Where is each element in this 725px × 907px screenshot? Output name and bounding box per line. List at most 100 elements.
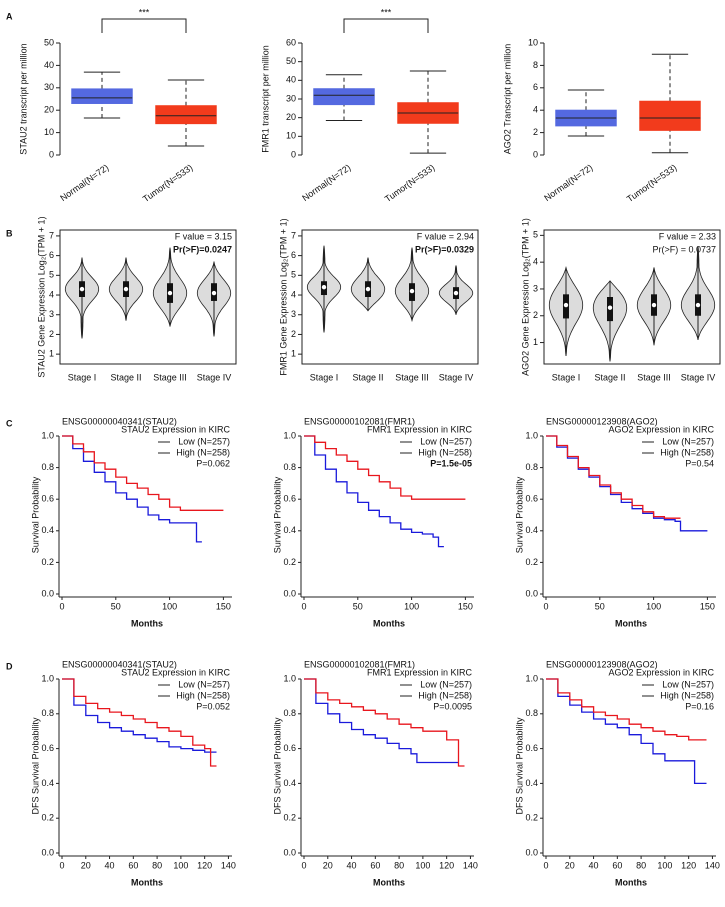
y-tick-label: 20	[286, 112, 296, 122]
y-axis-label: STAU2 Gene Expression Log₂(TPM + 1)	[36, 216, 46, 377]
y-tick-label: 3	[291, 309, 296, 319]
y-tick-label: 0.8	[283, 708, 296, 718]
x-tick-label: Stage II	[594, 372, 625, 382]
legend-label: Low (N=257)	[662, 679, 714, 689]
y-tick-label: 1.0	[525, 673, 538, 683]
x-tick-label: 0	[301, 860, 306, 870]
x-tick-label: Stage III	[395, 372, 429, 382]
y-tick-label: 0.6	[525, 743, 538, 753]
y-tick-label: 0.4	[41, 778, 54, 788]
p-value: P=0.0095	[433, 701, 472, 711]
survival-curve	[546, 678, 707, 741]
legend-label: High (N=258)	[660, 690, 714, 700]
legend-title: AGO2 Expression in KIRC	[608, 667, 714, 677]
y-axis-label: DFS Survival Probability	[30, 717, 40, 815]
y-tick-label: 0.0	[41, 588, 54, 598]
p-value: P=0.062	[196, 458, 230, 468]
p-value: P=0.16	[685, 701, 714, 711]
median	[167, 290, 173, 296]
x-axis-label: Months	[373, 618, 405, 628]
x-tick-label: 60	[128, 860, 138, 870]
y-tick-label: 0.4	[41, 525, 54, 535]
y-tick-label: 0.2	[525, 557, 538, 567]
x-axis-label: Months	[373, 877, 405, 887]
p-value: Pr(>F) = 0.0737	[652, 244, 716, 254]
y-tick-label: 10	[44, 127, 54, 137]
y-tick-label: 0.6	[41, 743, 54, 753]
plot-frame	[301, 229, 479, 365]
y-tick-label: 0	[533, 149, 538, 159]
y-tick-label: 0.0	[41, 847, 54, 857]
y-tick-label: 10	[286, 131, 296, 141]
x-tick-label: Tumor(N=533)	[383, 162, 437, 204]
f-value: F value = 3.15	[175, 231, 232, 241]
legend-title: STAU2 Expression in KIRC	[121, 424, 230, 434]
median	[651, 302, 657, 308]
median	[79, 286, 85, 292]
chart-title: ENSG00000040341(STAU2)	[62, 659, 177, 669]
y-tick-label: 0.8	[525, 462, 538, 472]
y-tick-label: 1.0	[41, 430, 54, 440]
y-tick-label: 0	[291, 149, 296, 159]
x-axis-label: Months	[131, 618, 163, 628]
y-tick-label: 0.6	[283, 494, 296, 504]
y-tick-label: 60	[286, 37, 296, 47]
survival-curve	[304, 435, 444, 548]
legend-label: High (N=258)	[418, 690, 472, 700]
x-tick-label: Stage III	[637, 372, 671, 382]
y-tick-label: 50	[44, 37, 54, 47]
panel-label: D	[6, 661, 13, 671]
chart-title: ENSG00000123908(AGO2)	[546, 416, 658, 426]
survival-curve	[546, 678, 707, 785]
x-tick-label: 100	[415, 860, 430, 870]
y-tick-label: 1	[49, 349, 54, 359]
x-axis-label: Months	[615, 877, 647, 887]
y-tick-label: 3	[49, 309, 54, 319]
panel-label: C	[6, 418, 13, 428]
x-tick-label: Stage I	[68, 372, 97, 382]
x-tick-label: 40	[347, 860, 357, 870]
x-axis-label: Months	[131, 877, 163, 887]
x-tick-label: 100	[173, 860, 188, 870]
box	[313, 88, 375, 106]
y-tick-label: 0.4	[525, 778, 538, 788]
y-tick-label: 0.4	[283, 525, 296, 535]
y-tick-label: 0.6	[525, 494, 538, 504]
x-tick-label: 0	[59, 601, 64, 611]
box	[639, 100, 701, 131]
y-tick-label: 30	[286, 93, 296, 103]
x-tick-label: 50	[111, 601, 121, 611]
y-tick-label: 4	[291, 289, 296, 299]
x-tick-label: 80	[636, 860, 646, 870]
legend-title: FMR1 Expression in KIRC	[367, 667, 473, 677]
y-tick-label: 2	[533, 127, 538, 137]
significance-label: ***	[139, 7, 150, 17]
median	[607, 305, 613, 310]
x-tick-label: 80	[394, 860, 404, 870]
x-tick-label: 40	[589, 860, 599, 870]
x-tick-label: 150	[216, 601, 231, 611]
x-tick-label: 140	[221, 860, 236, 870]
x-tick-label: Stage IV	[681, 372, 716, 382]
y-tick-label: 1	[533, 337, 538, 347]
y-axis-label: Survival Probability	[272, 476, 282, 553]
y-tick-label: 0.0	[525, 847, 538, 857]
chart-title: ENSG00000040341(STAU2)	[62, 416, 177, 426]
y-tick-label: 1.0	[525, 430, 538, 440]
y-tick-label: 0.8	[525, 708, 538, 718]
significance-label: ***	[381, 7, 392, 17]
median	[211, 290, 217, 296]
x-tick-label: 100	[646, 601, 661, 611]
y-tick-label: 0.0	[525, 588, 538, 598]
y-tick-label: 5	[291, 270, 296, 280]
y-axis-label: DFS Survival Probability	[272, 717, 282, 815]
significance-bracket	[343, 18, 429, 33]
y-tick-label: 2	[291, 329, 296, 339]
x-tick-label: Stage IV	[197, 372, 232, 382]
chart-title: ENSG00000123908(AGO2)	[546, 659, 658, 669]
y-axis-label: FMR1 transcript per million	[260, 45, 270, 153]
y-tick-label: 0.4	[525, 525, 538, 535]
y-tick-label: 0.2	[41, 557, 54, 567]
x-tick-label: 20	[565, 860, 575, 870]
x-tick-label: Normal(N=72)	[542, 162, 594, 203]
